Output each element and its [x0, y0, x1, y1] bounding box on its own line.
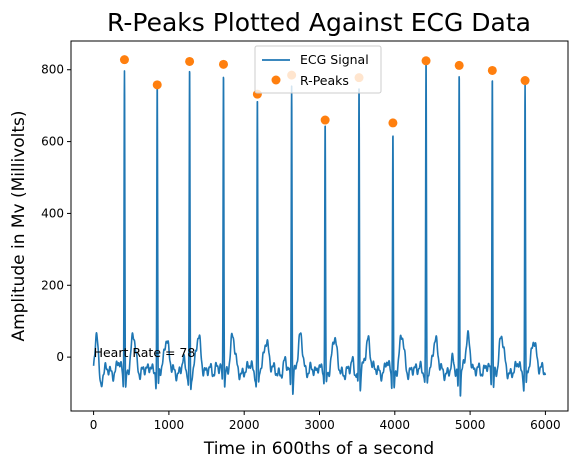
x-tick-label: 6000: [530, 418, 561, 432]
legend-marker-swatch: [271, 75, 281, 85]
y-tick-label: 600: [41, 135, 64, 149]
r-peak-point: [185, 56, 195, 66]
y-tick-label: 400: [41, 206, 64, 220]
legend-box: [254, 45, 382, 94]
legend-label-ecg: ECG Signal: [300, 52, 369, 67]
r-peak-point: [119, 55, 129, 65]
x-axis-label: Time in 600ths of a second: [203, 439, 434, 459]
r-peak-point: [152, 80, 162, 90]
x-axis-ticks: 0 1000 2000 3000 4000 5000 6000: [90, 411, 561, 432]
y-tick-label: 800: [41, 63, 64, 77]
legend-label-rpeaks: R-Peaks: [300, 73, 349, 88]
y-axis-label: Amplitude in Mv (Millivolts): [9, 110, 29, 341]
heart-rate-annotation: Heart Rate = 78: [94, 345, 196, 360]
x-tick-label: 5000: [455, 418, 486, 432]
x-tick-label: 2000: [229, 418, 260, 432]
ecg-signal-line: [92, 63, 547, 397]
x-tick-label: 4000: [380, 418, 411, 432]
r-peak-point: [520, 76, 530, 86]
r-peak-point: [388, 118, 398, 128]
r-peak-point: [218, 59, 228, 69]
y-axis-ticks: 0 200 400 600 800: [41, 63, 71, 364]
chart-title: R-Peaks Plotted Against ECG Data: [107, 8, 531, 37]
plot-area: 0 1000 2000 3000 4000 5000 6000 0 200 400 600 800: [41, 40, 569, 432]
legend: ECG Signal R-Peaks: [254, 45, 382, 94]
x-tick-label: 1000: [154, 418, 185, 432]
y-tick-label: 200: [41, 278, 64, 292]
x-tick-label: 3000: [304, 418, 335, 432]
r-peak-point: [487, 65, 497, 75]
y-tick-label: 0: [56, 350, 64, 364]
x-tick-label: 0: [90, 418, 98, 432]
r-peak-point: [320, 115, 330, 125]
r-peak-point: [421, 56, 431, 66]
r-peak-point: [454, 60, 464, 70]
